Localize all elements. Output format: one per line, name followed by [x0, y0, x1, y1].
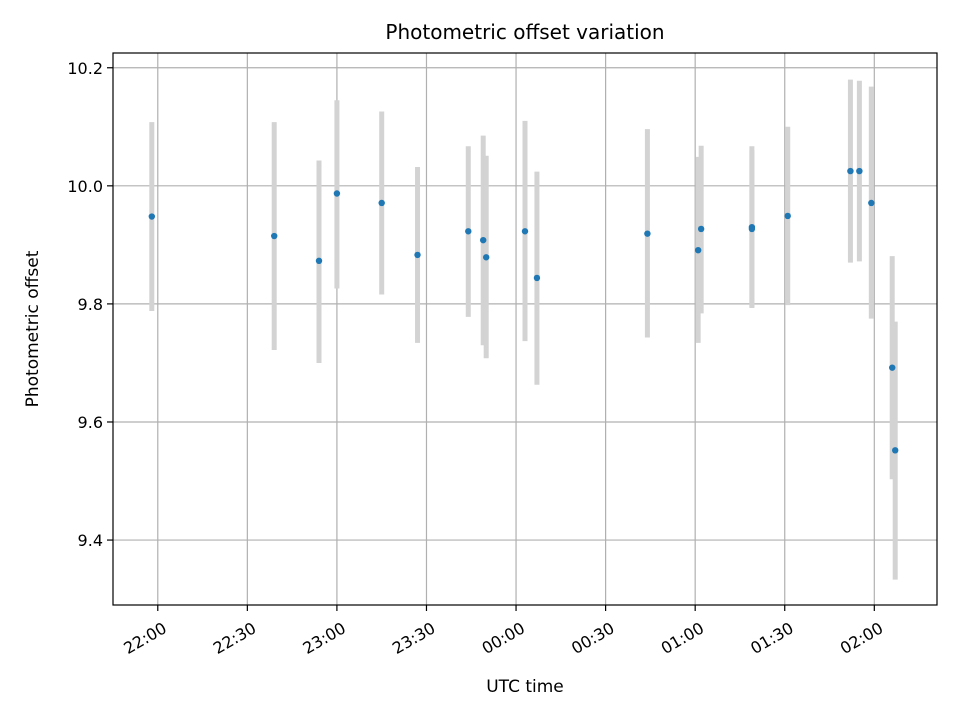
- data-point: [697, 225, 705, 233]
- data-point: [868, 199, 875, 207]
- data-point: [748, 225, 756, 233]
- data-point: [482, 254, 490, 261]
- data-point: [333, 190, 341, 197]
- data-point: [148, 213, 156, 220]
- data-point: [889, 364, 896, 371]
- data-point: [856, 167, 863, 175]
- data-points: [148, 167, 899, 454]
- data-point: [414, 251, 421, 259]
- y-axis-ticks: 9.4 9.6 9.8 10.0 10.2: [67, 59, 113, 550]
- y-tick-label: 10.0: [67, 177, 103, 196]
- y-tick-label: 9.6: [78, 413, 103, 432]
- y-tick-label: 9.4: [78, 531, 103, 550]
- data-point: [694, 246, 702, 254]
- data-point: [521, 228, 529, 235]
- data-point: [644, 230, 651, 237]
- data-point: [892, 447, 899, 454]
- data-point: [784, 212, 791, 220]
- y-axis-label: Photometric offset: [23, 250, 43, 407]
- data-point: [315, 257, 323, 265]
- y-tick-label: 10.2: [67, 59, 103, 78]
- data-point: [465, 228, 472, 235]
- x-axis-label: UTC time: [486, 677, 564, 697]
- data-point: [378, 199, 385, 207]
- data-point: [271, 232, 278, 240]
- y-tick-label: 9.8: [78, 295, 103, 314]
- data-point: [847, 167, 854, 175]
- plot-area-frame: [112, 52, 938, 606]
- chart-title: Photometric offset variation: [385, 20, 664, 44]
- data-point: [533, 274, 541, 282]
- data-point: [480, 236, 487, 244]
